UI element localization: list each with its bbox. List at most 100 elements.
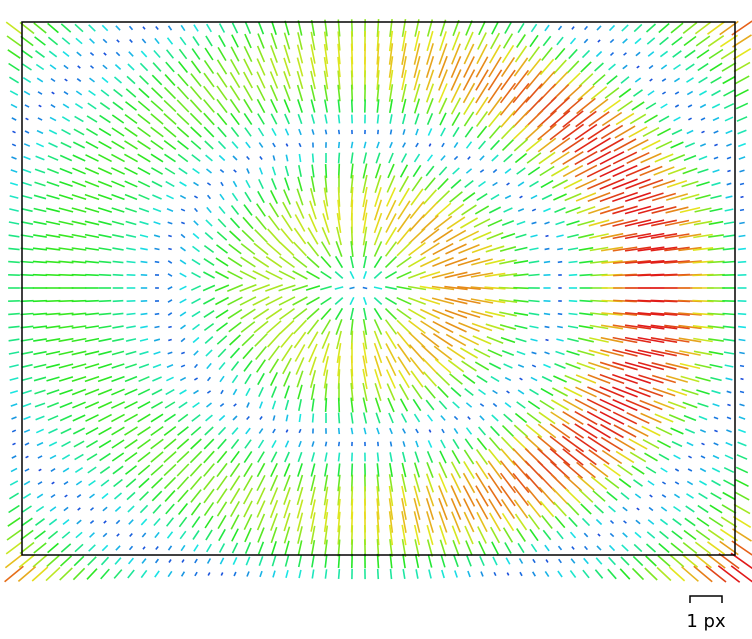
vector	[665, 206, 689, 214]
vector	[324, 398, 328, 412]
vector	[265, 270, 283, 280]
vector	[635, 519, 641, 525]
vector	[256, 203, 266, 217]
vector	[49, 116, 57, 122]
vector	[470, 272, 494, 278]
vector	[337, 486, 341, 506]
vector	[98, 140, 112, 150]
vector	[412, 164, 422, 178]
vector	[587, 373, 611, 385]
vector	[269, 84, 279, 102]
vector	[306, 319, 320, 335]
vector	[362, 186, 368, 208]
vector	[232, 180, 238, 188]
vector	[576, 461, 596, 479]
vector	[589, 337, 609, 343]
vector	[218, 361, 226, 371]
vector	[401, 485, 407, 507]
vector	[167, 221, 173, 225]
vector	[246, 402, 250, 408]
vector	[206, 390, 212, 394]
vector	[154, 558, 160, 564]
vector	[389, 553, 393, 569]
vector	[298, 428, 302, 434]
vector	[709, 363, 723, 369]
vector	[388, 43, 394, 65]
vector	[217, 438, 227, 450]
vector	[646, 531, 656, 539]
vector	[489, 44, 501, 64]
vector	[621, 24, 629, 32]
vector	[574, 123, 598, 141]
vector	[324, 554, 328, 568]
vector	[323, 43, 329, 65]
vector	[441, 142, 445, 148]
vector	[190, 140, 202, 150]
vector	[707, 21, 725, 35]
vector	[735, 478, 749, 488]
vector	[666, 179, 688, 189]
vector	[566, 350, 580, 356]
vector	[588, 349, 610, 357]
vector	[206, 543, 212, 553]
vector	[84, 325, 100, 329]
vector	[612, 151, 638, 165]
vector	[501, 349, 515, 357]
vector	[46, 363, 60, 369]
vector	[500, 232, 516, 240]
vector	[453, 554, 459, 568]
vector	[189, 85, 203, 101]
vector	[47, 36, 59, 46]
vector	[415, 569, 419, 579]
vector	[296, 188, 304, 206]
vector	[637, 219, 665, 227]
vector	[698, 415, 708, 421]
vector	[612, 312, 638, 316]
vector	[258, 167, 264, 175]
vector	[271, 541, 277, 555]
vector	[439, 450, 447, 464]
vector	[37, 455, 43, 459]
vector	[696, 389, 710, 395]
vector	[529, 34, 539, 48]
vector	[722, 325, 736, 329]
vector	[718, 552, 740, 570]
vector	[255, 345, 267, 361]
vector	[671, 440, 683, 448]
vector	[178, 48, 188, 60]
vector	[48, 518, 58, 526]
vector	[530, 376, 538, 382]
vector	[71, 260, 87, 264]
vector	[515, 337, 527, 343]
vector	[231, 192, 239, 202]
vector	[373, 355, 383, 377]
vector	[203, 438, 215, 450]
vector	[375, 412, 381, 424]
vector	[154, 325, 160, 329]
vector	[337, 554, 341, 568]
vector	[413, 473, 421, 493]
vector	[257, 439, 265, 449]
vector	[589, 246, 609, 252]
vector	[32, 554, 48, 568]
vector	[528, 312, 540, 316]
vector	[337, 129, 341, 135]
vector	[323, 498, 329, 520]
vector	[667, 400, 687, 410]
vector	[114, 64, 122, 70]
vector	[334, 307, 344, 321]
vector	[376, 553, 380, 569]
vector	[571, 546, 575, 550]
vector	[642, 126, 660, 138]
vector	[387, 163, 395, 179]
vector	[71, 233, 87, 239]
vector	[254, 333, 268, 347]
vector	[438, 69, 448, 91]
vector	[49, 454, 57, 460]
vector	[230, 450, 240, 464]
vector	[167, 351, 173, 355]
vector	[644, 567, 658, 581]
vector	[651, 206, 677, 214]
vector	[606, 75, 618, 85]
vector	[564, 192, 582, 202]
